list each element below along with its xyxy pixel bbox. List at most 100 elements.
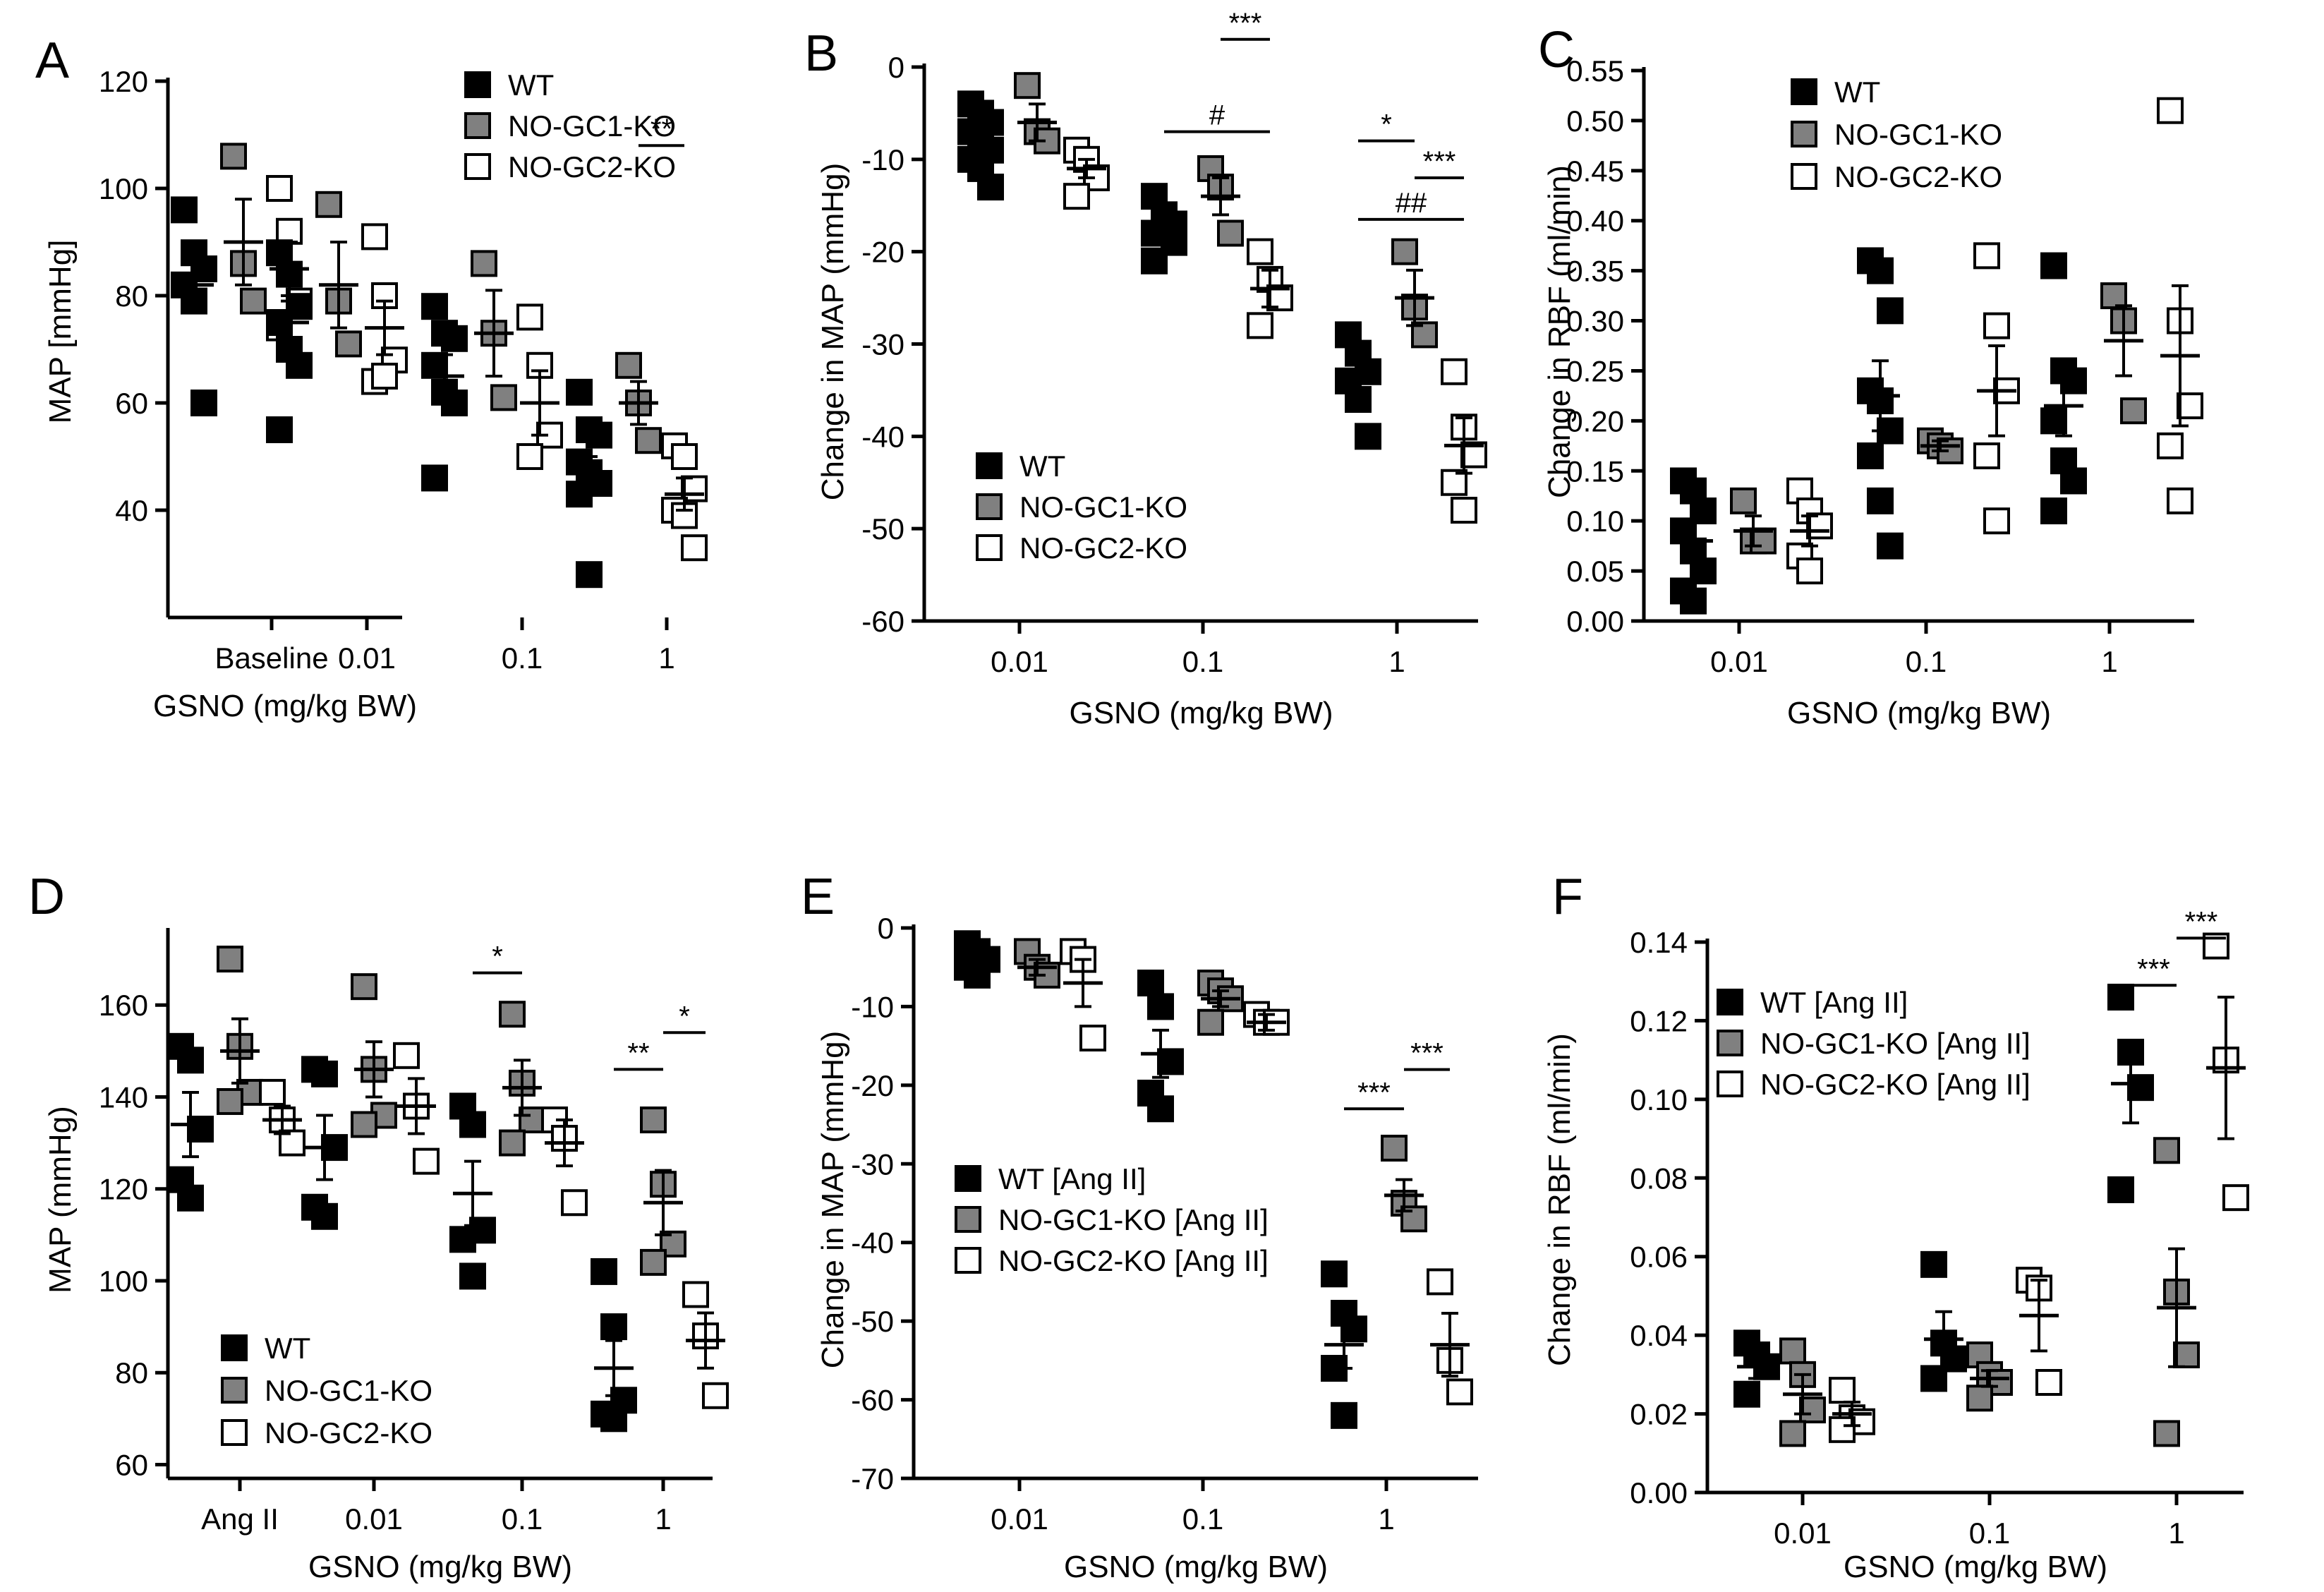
data-point — [516, 443, 543, 470]
data-point — [1983, 312, 2010, 339]
data-point — [1063, 183, 1090, 210]
y-tick-label: 0.45 — [1566, 155, 1624, 188]
x-axis-title: GSNO (mg/kg BW) — [1787, 696, 2051, 730]
x-tick-label: 0.1 — [1906, 645, 1947, 678]
data-point — [1400, 1205, 1427, 1233]
data-point — [1331, 1401, 1357, 1429]
data-point — [441, 390, 468, 416]
data-point — [566, 481, 593, 508]
data-point — [311, 1060, 338, 1087]
data-point — [240, 287, 267, 315]
x-axis-title: GSNO (mg/kg BW) — [308, 1550, 572, 1584]
legend-label: NO-GC2-KO [Ang II] — [998, 1244, 1269, 1277]
data-point — [1867, 487, 1894, 514]
data-point — [413, 1147, 440, 1175]
data-point — [286, 293, 313, 320]
x-tick-label: 0.01 — [1774, 1516, 1832, 1550]
data-point — [499, 1001, 526, 1028]
data-point — [1920, 1365, 1947, 1392]
data-point — [2157, 97, 2184, 124]
data-point — [635, 427, 662, 454]
data-point — [441, 325, 468, 352]
y-axis-title: Change in MAP (mmHg) — [816, 163, 850, 500]
x-tick-label: 0.1 — [1969, 1516, 2010, 1550]
y-tick-label: -10 — [851, 990, 894, 1023]
data-point — [1321, 1260, 1348, 1288]
legend-label: WT [Ang II] — [1760, 986, 1908, 1019]
legend-label: WT [Ang II] — [998, 1162, 1146, 1195]
data-point — [371, 363, 398, 390]
data-point — [2120, 397, 2147, 425]
significance-label: * — [492, 941, 503, 972]
x-tick-label: 1 — [1378, 1502, 1394, 1536]
legend-swatch — [976, 534, 1003, 561]
x-tick-label: 1 — [2101, 645, 2117, 678]
data-point — [2157, 432, 2184, 459]
legend-swatch — [221, 1419, 248, 1446]
data-point — [1829, 1416, 1856, 1443]
legend-swatch — [1717, 1030, 1743, 1056]
legend-label: NO-GC2-KO — [1019, 531, 1187, 565]
x-tick-label: Ang II — [201, 1502, 279, 1536]
y-tick-label: 0 — [878, 912, 894, 945]
y-tick-label: -20 — [861, 236, 904, 269]
x-axis-title: GSNO (mg/kg BW) — [1069, 696, 1333, 730]
x-axis-title: GSNO (mg/kg BW) — [1064, 1550, 1328, 1584]
data-point — [459, 1111, 486, 1138]
data-point — [217, 1087, 243, 1115]
data-point — [1983, 507, 2010, 535]
y-tick-label: 60 — [115, 1448, 148, 1481]
legend-swatch — [955, 1247, 981, 1274]
data-point — [177, 1047, 204, 1074]
y-tick-label: 0.06 — [1630, 1241, 1688, 1274]
data-point — [2167, 487, 2193, 514]
data-point — [351, 973, 377, 1001]
significance-label: *** — [1410, 1038, 1444, 1069]
panel-letter: B — [804, 25, 838, 82]
legend-label: WT — [1019, 450, 1065, 483]
x-tick-label: 0.01 — [338, 641, 396, 675]
y-tick-label: 0.04 — [1630, 1319, 1688, 1352]
y-tick-label: -30 — [861, 328, 904, 361]
y-tick-label: 0.50 — [1566, 104, 1624, 138]
y-axis-title: Change in MAP (mmHg) — [816, 1031, 850, 1368]
y-tick-label: 140 — [99, 1080, 148, 1114]
data-point — [2173, 1341, 2200, 1368]
data-point — [393, 1042, 420, 1069]
data-point — [361, 223, 388, 251]
data-point — [1973, 442, 2000, 469]
x-tick-label: 0.1 — [1182, 645, 1223, 678]
panel-letter: E — [801, 869, 835, 925]
data-point — [2100, 282, 2127, 310]
data-point — [640, 1248, 667, 1276]
x-tick-label: 1 — [2168, 1516, 2184, 1550]
data-point — [1750, 527, 1777, 555]
data-point — [217, 946, 243, 973]
y-tick-label: 0.35 — [1566, 255, 1624, 288]
data-point — [1806, 512, 1833, 540]
data-point — [286, 351, 313, 379]
data-point — [1147, 993, 1174, 1020]
data-point — [1197, 1008, 1224, 1036]
x-axis-title: GSNO (mg/kg BW) — [153, 689, 417, 723]
legend-label: NO-GC1-KO — [508, 109, 676, 143]
y-axis-title: Change in RBF (ml/min) — [1542, 165, 1577, 498]
significance-label: *** — [1357, 1077, 1391, 1108]
y-tick-label: 0 — [888, 51, 904, 84]
data-point — [1391, 238, 1418, 265]
y-tick-label: 40 — [115, 494, 148, 527]
significance-label: # — [1209, 100, 1225, 131]
y-tick-label: -40 — [861, 420, 904, 453]
legend-swatch — [976, 452, 1003, 479]
data-point — [566, 378, 593, 406]
significance-label: * — [679, 1001, 690, 1032]
y-tick-label: 0.55 — [1566, 54, 1624, 88]
data-point — [600, 1313, 627, 1341]
data-point — [561, 1189, 588, 1217]
data-point — [315, 191, 342, 218]
data-point — [1340, 1315, 1367, 1343]
y-tick-label: -50 — [861, 512, 904, 545]
data-point — [591, 1258, 617, 1285]
y-tick-label: -50 — [851, 1305, 894, 1338]
data-point — [1779, 1337, 1806, 1365]
